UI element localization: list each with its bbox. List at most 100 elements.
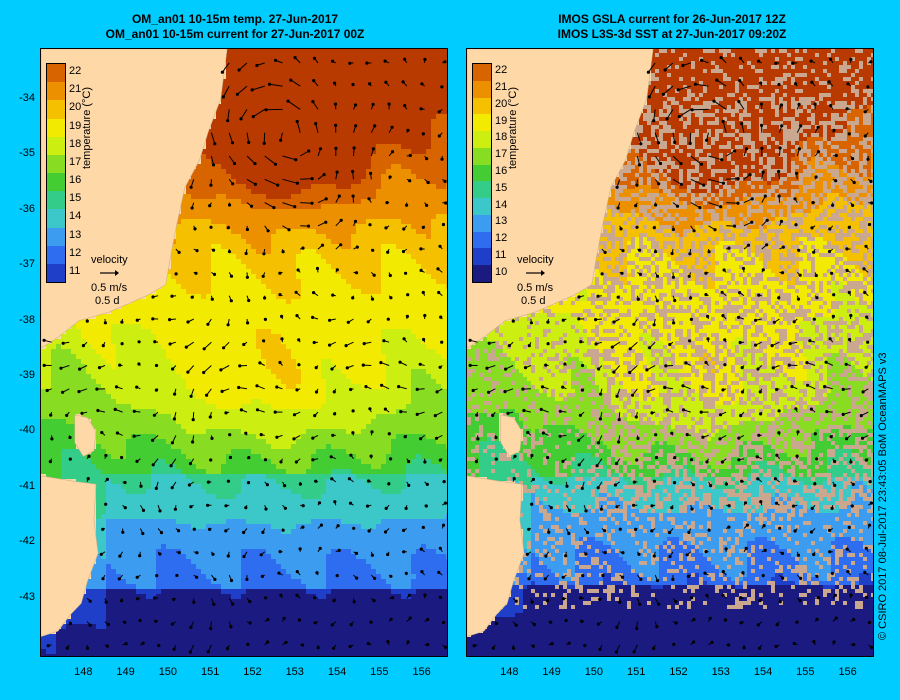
longitude-tick-label: 153 (706, 666, 736, 678)
colorbar-tick-label: 15 (495, 182, 515, 194)
left-map-panel[interactable]: 22 21 20 19 18 17 16 15 14 13 12 11 temperature (°C… (40, 48, 448, 657)
left-velocity-title: velocity (91, 254, 128, 267)
right-colorbar (472, 63, 492, 283)
flinders-island (74, 414, 97, 457)
colorbar-tick-label: 18 (495, 131, 515, 143)
longitude-tick-label: 156 (833, 666, 863, 678)
colorbar-segment (47, 227, 65, 247)
colorbar-tick-label: 16 (495, 165, 515, 177)
longitude-tick-label: 150 (579, 666, 609, 678)
longitude-tick-label: 154 (748, 666, 778, 678)
colorbar-segment (473, 80, 491, 99)
colorbar-tick-label: 19 (69, 120, 89, 132)
colorbar-segment (473, 164, 491, 182)
colorbar-segment (47, 64, 65, 83)
colorbar-segment (473, 214, 491, 233)
colorbar-tick-label: 19 (495, 115, 515, 127)
colorbar-tick-label: 18 (69, 138, 89, 150)
colorbar-tick-label: 16 (69, 174, 89, 186)
left-title-line1: OM_an01 10-15m temp. 27-Jun-2017 (15, 12, 455, 27)
latitude-tick-label: -38 (5, 314, 35, 326)
latitude-tick-label: -36 (5, 203, 35, 215)
colorbar-segment (47, 154, 65, 174)
colorbar-tick-label: 20 (495, 98, 515, 110)
colorbar-tick-label: 20 (69, 101, 89, 113)
colorbar-segment (47, 263, 65, 283)
right-colorbar-label: temperature (°C) (507, 87, 519, 169)
left-map-canvas (41, 49, 447, 656)
colorbar-segment (473, 131, 491, 149)
colorbar-tick-label: 13 (495, 215, 515, 227)
right-velocity-scale: 0.5 m/s (517, 282, 553, 295)
left-colorbar (46, 63, 66, 283)
colorbar-tick-label: 15 (69, 192, 89, 204)
right-map-canvas (467, 49, 873, 656)
right-map-title: IMOS GSLA current for 26-Jun-2017 12Z IM… (452, 12, 892, 42)
right-velocity-title: velocity (517, 254, 554, 267)
latitude-tick-label: -41 (5, 480, 35, 492)
colorbar-segment (473, 64, 491, 82)
longitude-tick-label: 153 (280, 666, 310, 678)
velocity-arrow-icon (100, 270, 119, 276)
colorbar-segment (47, 173, 65, 192)
longitude-tick-label: 152 (237, 666, 267, 678)
colorbar-tick-label: 11 (69, 265, 89, 277)
latitude-tick-label: -39 (5, 369, 35, 381)
longitude-tick-label: 148 (68, 666, 98, 678)
longitude-tick-label: 152 (663, 666, 693, 678)
colorbar-segment (473, 114, 491, 132)
right-title-line2: IMOS L3S-3d SST at 27-Jun-2017 09:20Z (452, 27, 892, 42)
colorbar-tick-label: 14 (495, 199, 515, 211)
colorbar-segment (47, 82, 65, 101)
tasmania-coast (41, 475, 99, 637)
left-title-line2: OM_an01 10-15m current for 27-Jun-2017 0… (15, 27, 455, 42)
sst-field (41, 49, 447, 656)
tasmania-coast (467, 475, 525, 637)
latitude-tick-label: -42 (5, 535, 35, 547)
colorbar-segment (473, 265, 491, 283)
colorbar-tick-label: 17 (495, 148, 515, 160)
colorbar-tick-label: 12 (69, 247, 89, 259)
colorbar-segment (473, 248, 491, 266)
colorbar-tick-label: 14 (69, 210, 89, 222)
colorbar-tick-label: 22 (69, 65, 89, 77)
mainland-coast (467, 49, 654, 349)
left-map-title: OM_an01 10-15m temp. 27-Jun-2017 OM_an01… (15, 12, 455, 42)
current-vectors (468, 56, 873, 654)
colorbar-tick-label: 10 (495, 266, 515, 278)
longitude-tick-label: 151 (195, 666, 225, 678)
right-title-line1: IMOS GSLA current for 26-Jun-2017 12Z (452, 12, 892, 27)
latitude-tick-label: -37 (5, 258, 35, 270)
latitude-tick-label: -35 (5, 147, 35, 159)
colorbar-tick-label: 21 (495, 81, 515, 93)
latitude-tick-label: -40 (5, 424, 35, 436)
colorbar-segment (47, 245, 65, 265)
colorbar-segment (47, 136, 65, 156)
flinders-island (500, 414, 523, 457)
velocity-arrow-icon (526, 270, 545, 276)
colorbar-tick-label: 11 (495, 249, 515, 261)
colorbar-segment (47, 209, 65, 228)
current-vectors (42, 56, 447, 654)
longitude-tick-label: 156 (407, 666, 437, 678)
right-map-panel[interactable]: 22 21 20 19 18 17 16 15 14 13 12 11 10 temperature (… (466, 48, 874, 657)
longitude-tick-label: 155 (790, 666, 820, 678)
latitude-tick-label: -43 (5, 591, 35, 603)
left-velocity-time: 0.5 d (95, 295, 119, 308)
longitude-tick-label: 154 (322, 666, 352, 678)
colorbar-segment (473, 147, 491, 166)
left-velocity-scale: 0.5 m/s (91, 282, 127, 295)
colorbar-tick-label: 21 (69, 83, 89, 95)
colorbar-segment (473, 231, 491, 249)
mainland-coast (41, 49, 228, 349)
colorbar-segment (47, 100, 65, 119)
longitude-tick-label: 155 (364, 666, 394, 678)
colorbar-tick-label: 12 (495, 232, 515, 244)
longitude-tick-label: 148 (494, 666, 524, 678)
colorbar-tick-label: 17 (69, 156, 89, 168)
colorbar-tick-label: 22 (495, 64, 515, 76)
colorbar-tick-label: 13 (69, 229, 89, 241)
credit-text: © CSIRO 2017 08-Jul-2017 23:43:05 BoM Oc… (877, 352, 889, 640)
colorbar-segment (473, 181, 491, 199)
colorbar-segment (47, 118, 65, 138)
